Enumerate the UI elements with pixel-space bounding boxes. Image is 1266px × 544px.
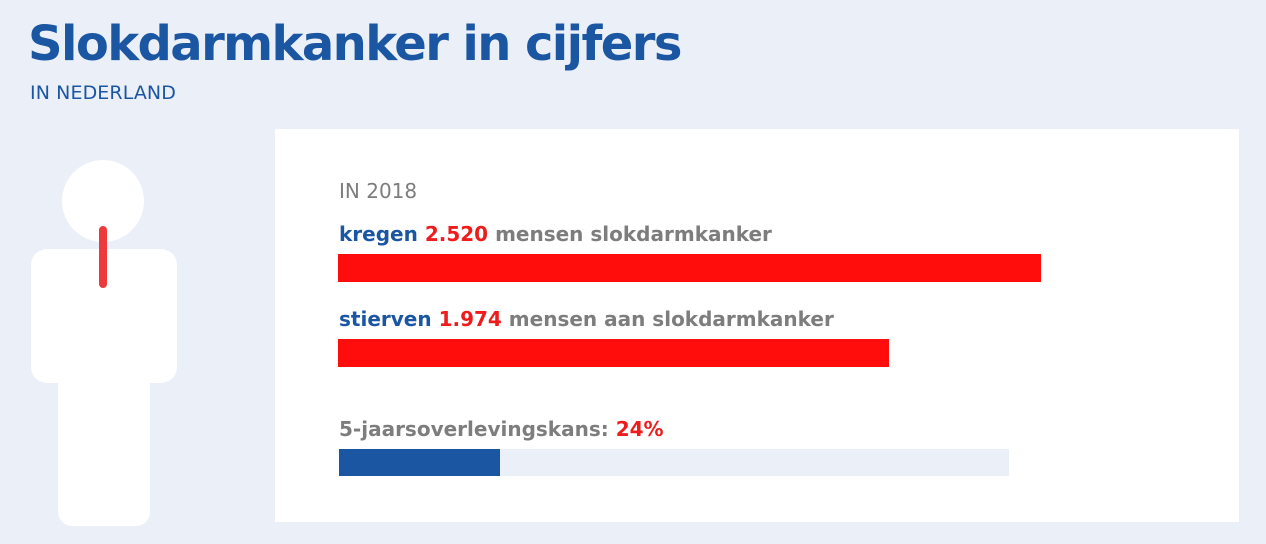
mortality-value: 1.974 [438, 307, 502, 331]
incidence-bar [338, 254, 1041, 282]
incidence-value: 2.520 [424, 222, 489, 246]
mortality-label: stierven 1.974 mensen aan slokdarmkanker [339, 305, 834, 333]
incidence-label: kregen 2.520 mensen slokdarmkanker [339, 220, 772, 248]
survival-text: 5-jaarsoverlevingskans: [339, 417, 609, 441]
mortality-bar [338, 339, 889, 367]
survival-label: 5-jaarsoverlevingskans: 24% [339, 415, 664, 443]
survival-bar-fill [339, 449, 500, 476]
mortality-text: mensen aan slokdarmkanker [508, 307, 834, 331]
person-silhouette-icon [31, 160, 177, 526]
incidence-text: mensen slokdarmkanker [495, 222, 772, 246]
incidence-verb: kregen [339, 222, 418, 246]
stats-card: IN 2018 kregen 2.520 mensen slokdarmkank… [275, 129, 1239, 522]
survival-value: 24% [615, 417, 664, 441]
mortality-verb: stierven [339, 307, 432, 331]
survival-bar-track [339, 449, 1009, 476]
page-title: Slokdarmkanker in cijfers [28, 16, 682, 72]
page-subtitle: IN NEDERLAND [30, 82, 176, 104]
year-label: IN 2018 [339, 179, 418, 203]
